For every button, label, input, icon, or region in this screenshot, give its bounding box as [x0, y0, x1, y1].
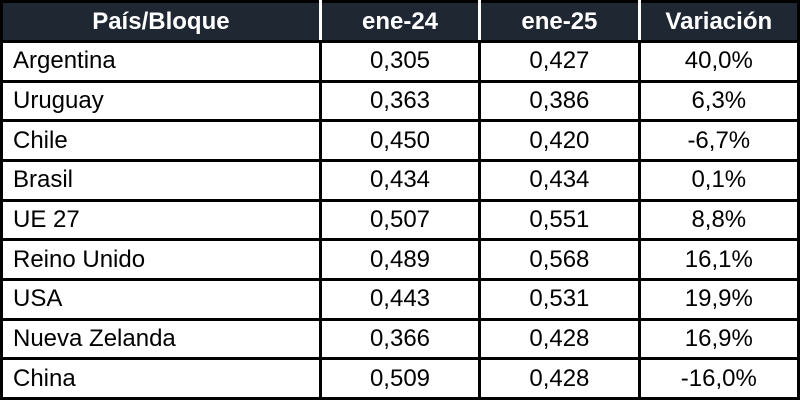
- cell-variacion: 6,3%: [637, 79, 800, 123]
- cell-variacion: -6,7%: [637, 119, 800, 162]
- cell-country: Chile: [0, 119, 322, 162]
- cell-country: Argentina: [0, 40, 322, 83]
- cell-variacion: 0,1%: [637, 158, 800, 202]
- table-row: Argentina 0,305 0,427 40,0%: [0, 40, 800, 83]
- cell-ene24: 0,434: [318, 158, 482, 202]
- cell-variacion: 8,8%: [637, 198, 800, 242]
- cell-ene25: 0,420: [478, 119, 641, 162]
- cell-variacion: 16,1%: [637, 238, 800, 281]
- table-body: Argentina 0,305 0,427 40,0% Uruguay 0,36…: [0, 40, 800, 400]
- cell-ene25: 0,428: [478, 357, 641, 400]
- cell-country: China: [0, 357, 322, 400]
- cell-ene25: 0,428: [478, 317, 641, 361]
- table-row: Nueva Zelanda 0,366 0,428 16,9%: [0, 317, 800, 361]
- cell-ene24: 0,443: [318, 277, 482, 321]
- header-ene-24: ene-24: [318, 1, 480, 43]
- cell-ene25: 0,568: [478, 238, 641, 281]
- table-row: Chile 0,450 0,420 -6,7%: [0, 119, 800, 162]
- table-row: UE 27 0,507 0,551 8,8%: [0, 198, 800, 242]
- cell-country: UE 27: [0, 198, 322, 242]
- cell-country: USA: [0, 277, 322, 321]
- header-row: País/Bloque ene-24 ene-25 Variación: [1, 1, 799, 43]
- table-row: China 0,509 0,428 -16,0%: [0, 357, 800, 400]
- cell-country: Reino Unido: [0, 238, 322, 281]
- cell-ene25: 0,531: [478, 277, 641, 321]
- table-header: País/Bloque ene-24 ene-25 Variación: [1, 1, 799, 43]
- cell-variacion: 19,9%: [637, 277, 800, 321]
- cell-ene24: 0,489: [318, 238, 482, 281]
- table-row: Reino Unido 0,489 0,568 16,1%: [0, 238, 800, 281]
- cell-ene24: 0,305: [318, 40, 482, 83]
- cell-ene25: 0,386: [478, 79, 641, 123]
- cell-ene24: 0,366: [318, 317, 482, 361]
- cell-variacion: 16,9%: [637, 317, 800, 361]
- cell-country: Brasil: [0, 158, 322, 202]
- header-variacion: Variación: [637, 1, 799, 43]
- cell-ene24: 0,509: [318, 357, 482, 400]
- table-row: USA 0,443 0,531 19,9%: [0, 277, 800, 321]
- cell-ene25: 0,434: [478, 158, 641, 202]
- cell-ene24: 0,450: [318, 119, 482, 162]
- cell-variacion: -16,0%: [637, 357, 800, 400]
- cell-ene24: 0,363: [318, 79, 482, 123]
- table-row: Brasil 0,434 0,434 0,1%: [0, 158, 800, 202]
- table-row: Uruguay 0,363 0,386 6,3%: [0, 79, 800, 123]
- header-ene-25: ene-25: [478, 1, 640, 43]
- cell-variacion: 40,0%: [637, 40, 800, 83]
- header-pais-bloque: País/Bloque: [1, 1, 321, 43]
- cell-ene25: 0,427: [478, 40, 641, 83]
- cell-country: Uruguay: [0, 79, 322, 123]
- cell-country: Nueva Zelanda: [0, 317, 322, 361]
- cell-ene24: 0,507: [318, 198, 482, 242]
- cell-ene25: 0,551: [478, 198, 641, 242]
